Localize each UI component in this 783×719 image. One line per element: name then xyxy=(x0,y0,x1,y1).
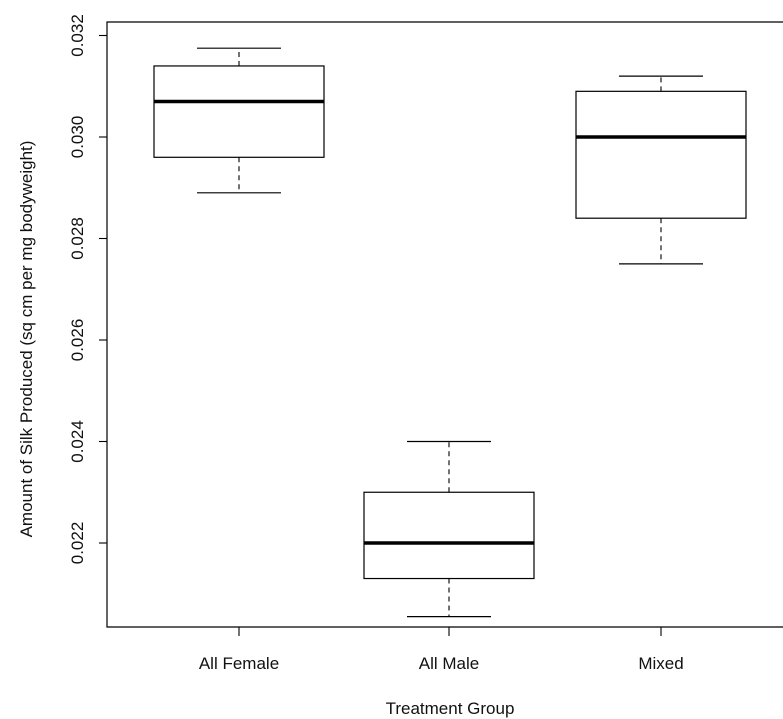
box-all-female xyxy=(153,47,325,194)
iqr-box xyxy=(363,491,535,580)
iqr-box xyxy=(153,65,325,158)
y-tick-label: 0.026 xyxy=(68,319,87,362)
plot-frame xyxy=(106,21,783,628)
y-axis-title: Amount of Silk Produced (sq cm per mg bo… xyxy=(17,141,36,538)
x-axis: All Female All Male Mixed xyxy=(199,627,684,673)
iqr-box xyxy=(575,90,747,219)
plot-border xyxy=(106,21,783,628)
x-tick-label: All Male xyxy=(419,654,479,673)
box-mixed xyxy=(575,75,747,265)
y-tick-label: 0.024 xyxy=(68,420,87,463)
y-tick-label: 0.022 xyxy=(68,522,87,565)
y-tick-label: 0.028 xyxy=(68,217,87,260)
y-tick-label: 0.032 xyxy=(68,14,87,57)
y-tick-label: 0.030 xyxy=(68,116,87,159)
box-all-male xyxy=(363,440,535,618)
x-tick-label: Mixed xyxy=(638,654,683,673)
boxes-layer xyxy=(153,47,747,618)
x-axis-title: Treatment Group xyxy=(386,699,515,718)
x-tick-label: All Female xyxy=(199,654,279,673)
y-axis: 0.022 0.024 0.026 0.028 0.030 0.032 xyxy=(68,14,107,564)
